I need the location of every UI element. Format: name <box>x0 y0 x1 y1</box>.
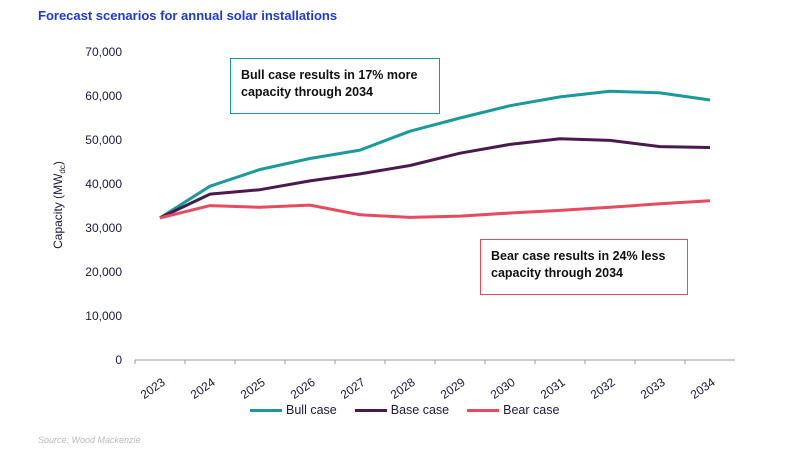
series-lines <box>159 89 711 220</box>
series-line-bear-case <box>159 199 711 220</box>
x-tick-label: 2033 <box>638 375 668 402</box>
x-tick-label: 2024 <box>188 375 218 402</box>
chart-title: Forecast scenarios for annual solar inst… <box>38 8 338 23</box>
x-tick-label: 2030 <box>488 375 518 402</box>
y-tick-label: 20,000 <box>85 265 122 279</box>
x-axis: 2023 2024 2025 2026 2027 2028 2029 2030 2031 2032… <box>134 360 718 402</box>
y-tick-label: 30,000 <box>85 221 122 235</box>
bear-case-callout: Bear case results in 24% less capacity t… <box>480 239 688 295</box>
y-axis: 0 10,000 20,000 30,000 40,000 50,000 60,000 70,… <box>85 45 122 367</box>
series-line-bull-case <box>159 89 711 220</box>
legend-label-bull: Bull case <box>286 403 337 417</box>
x-tick-label: 2026 <box>288 375 318 402</box>
x-tick-label: 2029 <box>438 375 468 402</box>
legend-label-bear: Bear case <box>503 403 560 417</box>
x-tick-label: 2032 <box>588 375 618 402</box>
legend-swatch-bull <box>250 408 282 412</box>
source-note: Source: Wood Mackenzie <box>38 435 141 445</box>
x-tick-label: 2023 <box>138 375 168 402</box>
x-tick-label: 2034 <box>688 375 718 402</box>
y-tick-label: 10,000 <box>85 309 122 323</box>
legend-item-bear: Bear case <box>467 403 559 417</box>
y-tick-label: 50,000 <box>85 133 122 147</box>
legend-swatch-base <box>354 408 387 412</box>
y-tick-label: 60,000 <box>85 89 122 103</box>
legend-swatch-bear <box>467 408 500 412</box>
legend-label-base: Base case <box>390 403 450 417</box>
legend: Bull case Base case Bear case <box>250 403 559 417</box>
y-tick-label: 0 <box>115 353 122 367</box>
bull-case-callout: Bull case results in 17% more capacity t… <box>230 58 440 114</box>
legend-item-bull: Bull case <box>250 403 337 417</box>
y-axis-label: Capacity (MWdc) <box>51 161 67 249</box>
x-tick-label: 2025 <box>238 375 268 402</box>
x-tick-label: 2028 <box>388 375 418 402</box>
legend-item-base: Base case <box>354 403 450 417</box>
x-tick-label: 2031 <box>538 375 568 402</box>
x-tick-label: 2027 <box>338 375 368 402</box>
y-tick-label: 40,000 <box>85 177 122 191</box>
y-axis-label-subscript: dc <box>58 165 67 173</box>
y-tick-label: 70,000 <box>85 45 122 59</box>
series-line-base-case <box>159 137 711 220</box>
